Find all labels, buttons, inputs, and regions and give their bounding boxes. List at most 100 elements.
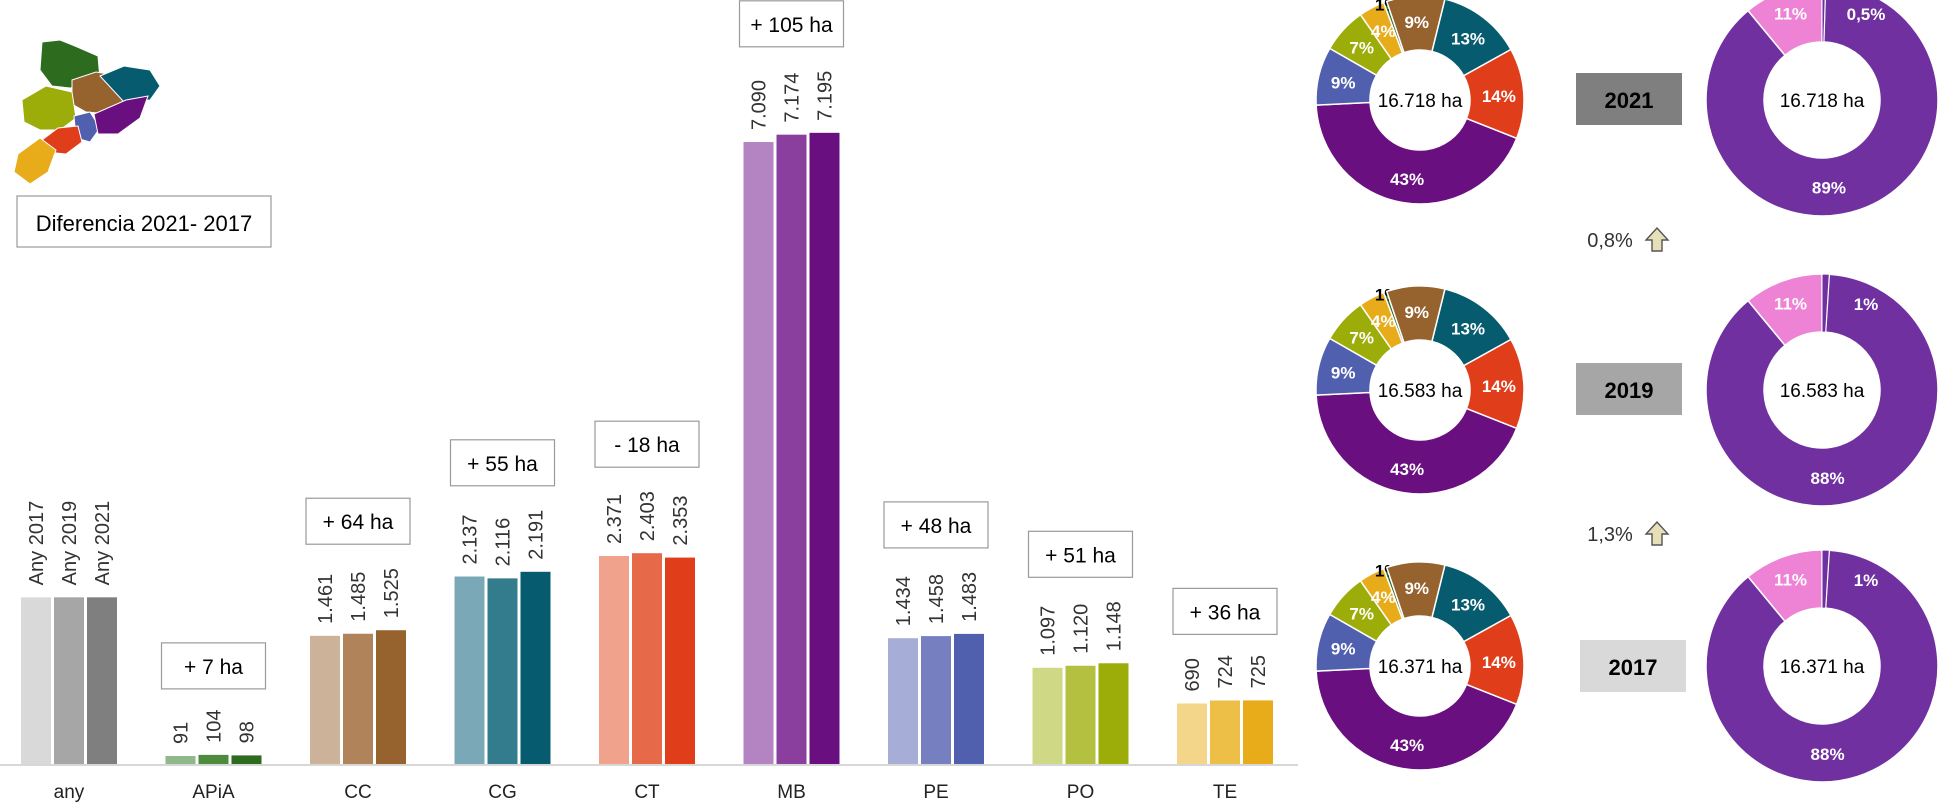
value-label-APiA-2: 98: [237, 721, 259, 743]
bar-TE-0: [1177, 703, 1207, 764]
difference-box-CC: [305, 497, 411, 545]
legend-box-label: Diferencia 2021- 2017: [36, 211, 252, 236]
year-label-2019: 2019: [1605, 378, 1654, 403]
donut-2019-slice-0: [1315, 391, 1518, 495]
donut-2017-center: 16.371 ha: [1378, 657, 1463, 678]
donut-2021-center: 16.718 ha: [1378, 91, 1463, 112]
donut-type-1-center: 16.583 ha: [1780, 381, 1865, 402]
difference-box-MB: [738, 0, 845, 48]
donut-type-1-slice-0: [1705, 273, 1939, 507]
bar-chart: Any 2017 Any 2019 Any 2021 any 91 104 98 APiA + …: [0, 0, 1298, 802]
donut-2017-label-1: 9%: [1331, 640, 1356, 659]
category-label-TE: TE: [1213, 782, 1237, 802]
bar-APiA-0: [165, 756, 196, 764]
year-label-box-2017: [1580, 640, 1686, 692]
value-label-PO-2: 1.148: [1104, 601, 1126, 651]
bar-PO-0: [1032, 667, 1063, 764]
difference-box-APiA: [160, 642, 267, 690]
donut-type-2-slice-2: [1821, 549, 1830, 609]
donut-2021-label-5: 9%: [1404, 13, 1429, 32]
value-label-PO-0: 1.097: [1038, 606, 1060, 656]
catalonia-map-icon: [13, 39, 161, 185]
year-label-box-2019: [1576, 363, 1682, 415]
category-label-any: any: [54, 782, 85, 802]
bar-any-0: [21, 597, 51, 764]
donut-2017-label-3: 4%: [1371, 588, 1396, 607]
value-label-CT-0: 2.371: [604, 494, 626, 544]
bar-MB-0: [743, 142, 774, 764]
donut-2021-label-6: 13%: [1451, 29, 1485, 48]
bar-CG-0: [454, 576, 485, 764]
difference-label-CC: + 64 ha: [323, 511, 394, 534]
value-label-CC-0: 1.461: [315, 574, 337, 624]
donut-type-0-slice-0: [1705, 0, 1939, 217]
donut-type-0-slice-1: [1747, 0, 1823, 57]
donut-2021-slice-7: [1462, 48, 1525, 140]
bar-CC-0: [310, 635, 340, 764]
value-label-TE-2: 725: [1248, 655, 1270, 688]
donut-2017-label-5: 9%: [1404, 579, 1429, 598]
value-label-CG-0: 2.137: [460, 514, 482, 564]
donut-2019-slice-7: [1462, 338, 1525, 430]
value-label-CG-1: 2.116: [493, 518, 515, 567]
value-label-MB-0: 7.090: [749, 80, 771, 130]
bar-PO-2: [1098, 663, 1129, 764]
value-label-PE-2: 1.483: [959, 572, 981, 622]
difference-label-CT: - 18 ha: [614, 434, 680, 457]
map-region-5: [93, 95, 149, 135]
bar-CG-2: [520, 571, 551, 764]
donut-2019-center: 16.583 ha: [1378, 381, 1463, 402]
up-arrow-icon: [1644, 226, 1670, 252]
bar-CG-1: [487, 578, 518, 764]
donut-type-0-label-0: 89%: [1812, 179, 1846, 198]
donut-type-1-label-1: 11%: [1774, 294, 1807, 313]
difference-box-TE: [1172, 587, 1278, 636]
difference-label-PE: + 48 ha: [901, 515, 972, 538]
donut-2017-label-7: 14%: [1482, 653, 1516, 672]
bar-MB-1: [776, 134, 807, 764]
difference-label-PO: + 51 ha: [1045, 544, 1116, 567]
value-label-TE-0: 690: [1182, 658, 1204, 691]
up-arrow-icon: [1644, 520, 1670, 546]
category-label-CT: CT: [634, 782, 660, 802]
category-label-MB: MB: [777, 782, 806, 802]
donut-type-1-label-2: 1%: [1854, 295, 1879, 314]
value-label-PE-1: 1.458: [926, 574, 948, 624]
value-label-APiA-0: 91: [171, 722, 193, 744]
bar-any-2: [87, 597, 117, 764]
difference-box-CT: [594, 420, 700, 468]
donut-2017-label-2: 7%: [1349, 605, 1374, 624]
donut-2017-label-6: 13%: [1451, 595, 1485, 614]
donut-type-0-slice-2: [1821, 0, 1826, 43]
donut-2019-label-7: 14%: [1482, 377, 1516, 396]
value-label-TE-1: 724: [1215, 655, 1237, 688]
value-label-APiA-1: 104: [204, 710, 226, 743]
difference-box-PO: [1027, 530, 1134, 578]
donut-type-2-label-2: 1%: [1854, 571, 1879, 590]
category-label-CC: CC: [344, 782, 371, 802]
donut-2021-slice-5: [1385, 0, 1446, 54]
donut-2019-label-1: 9%: [1331, 364, 1356, 383]
year-label-box-2021: [1576, 73, 1682, 125]
donut-type-0-label-2: 0,5%: [1847, 5, 1886, 24]
bar-CT-2: [665, 557, 695, 764]
bar-PO-1: [1065, 665, 1096, 764]
donut-type-0-center: 16.718 ha: [1780, 91, 1865, 112]
donut-2019-label-5: 9%: [1404, 303, 1429, 322]
map-region-7: [13, 137, 57, 185]
category-label-PO: PO: [1067, 782, 1094, 802]
bar-any-1: [54, 597, 84, 764]
donut-charts: 43%9%7%4%1%9%13%14%16.718 ha43%9%7%4%1%9…: [1315, 0, 1939, 783]
difference-box-PE: [883, 501, 989, 549]
donut-type-2-slice-0: [1705, 549, 1939, 783]
difference-label-CG: + 55 ha: [467, 453, 538, 476]
legend-label-any-0: Any 2017: [26, 501, 48, 586]
bar-CT-0: [599, 556, 629, 764]
donut-2019-label-2: 7%: [1349, 329, 1374, 348]
bar-CC-1: [343, 633, 373, 764]
value-label-CT-2: 2.353: [670, 496, 692, 546]
year-label-2021: 2021: [1605, 88, 1654, 113]
value-label-MB-2: 7.195: [815, 71, 837, 121]
change-label-1: 1,3%: [1587, 524, 1633, 546]
